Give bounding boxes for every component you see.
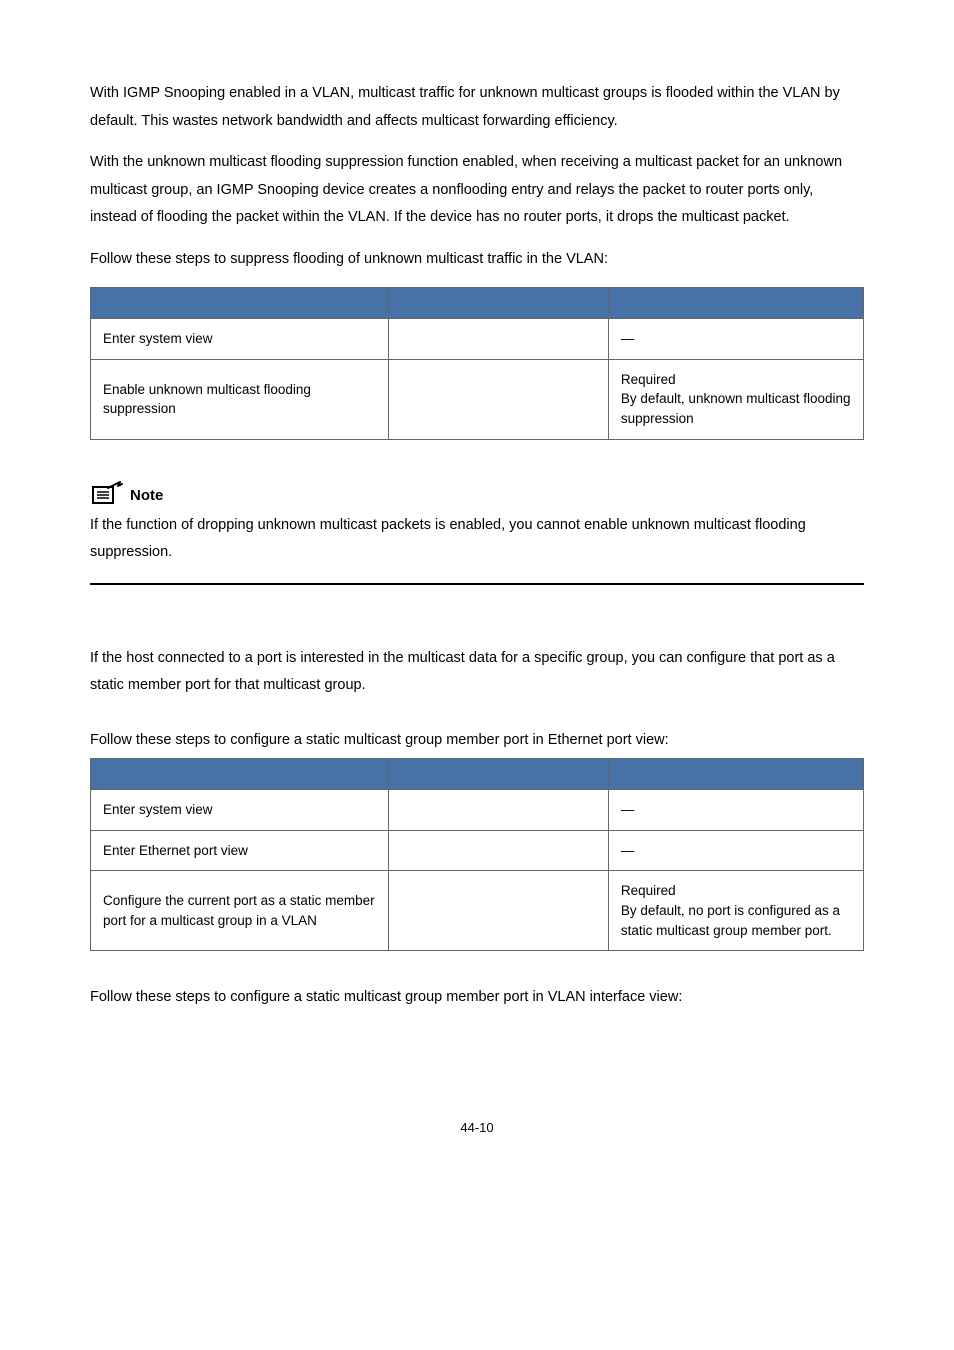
note-label: Note [130,487,163,506]
note-block: Note If the function of dropping unknown… [90,480,864,567]
paragraph: With the unknown multicast flooding supp… [90,149,864,232]
table-cell: — [608,319,863,360]
table-row: Enter system view — [91,790,864,831]
page-number: 44-10 [90,1120,864,1135]
paragraph: Follow these steps to suppress flooding … [90,246,864,274]
table-cell [388,790,608,831]
table-row: Configure the current port as a static m… [91,871,864,951]
table-cell: — [608,830,863,871]
table-header-cell [388,759,608,790]
table-header-cell [91,288,389,319]
cell-text: By default, unknown multicast flooding s… [621,391,851,426]
table-cell [388,319,608,360]
table-header-row [91,288,864,319]
table-header-row [91,759,864,790]
table-cell: Required By default, unknown multicast f… [608,359,863,439]
cell-text: Required [621,372,676,387]
table-row: Enter system view — [91,319,864,360]
table-cell: Required By default, no port is configur… [608,871,863,951]
table-header-cell [388,288,608,319]
suppression-table: Enter system view — Enable unknown multi… [90,287,864,439]
table-cell: Enter system view [91,319,389,360]
note-text: If the function of dropping unknown mult… [90,512,864,567]
cell-text: By default, no port is configured as a s… [621,903,840,938]
table-cell [388,359,608,439]
note-icon [90,480,124,506]
table-row: Enable unknown multicast flooding suppre… [91,359,864,439]
table-header-cell [608,759,863,790]
step-intro: Follow these steps to configure a static… [90,985,864,1010]
table-cell [388,830,608,871]
paragraph: With IGMP Snooping enabled in a VLAN, mu… [90,80,864,135]
table-cell: Enter system view [91,790,389,831]
table-cell [388,871,608,951]
table-cell: Enter Ethernet port view [91,830,389,871]
table-header-cell [608,288,863,319]
ethernet-port-table: Enter system view — Enter Ethernet port … [90,758,864,951]
divider [90,583,864,585]
paragraph: If the host connected to a port is inter… [90,645,864,700]
table-row: Enter Ethernet port view — [91,830,864,871]
step-intro: Follow these steps to configure a static… [90,728,864,753]
table-cell: Enable unknown multicast flooding suppre… [91,359,389,439]
table-cell: Configure the current port as a static m… [91,871,389,951]
cell-text: Required [621,883,676,898]
table-cell: — [608,790,863,831]
table-header-cell [91,759,389,790]
